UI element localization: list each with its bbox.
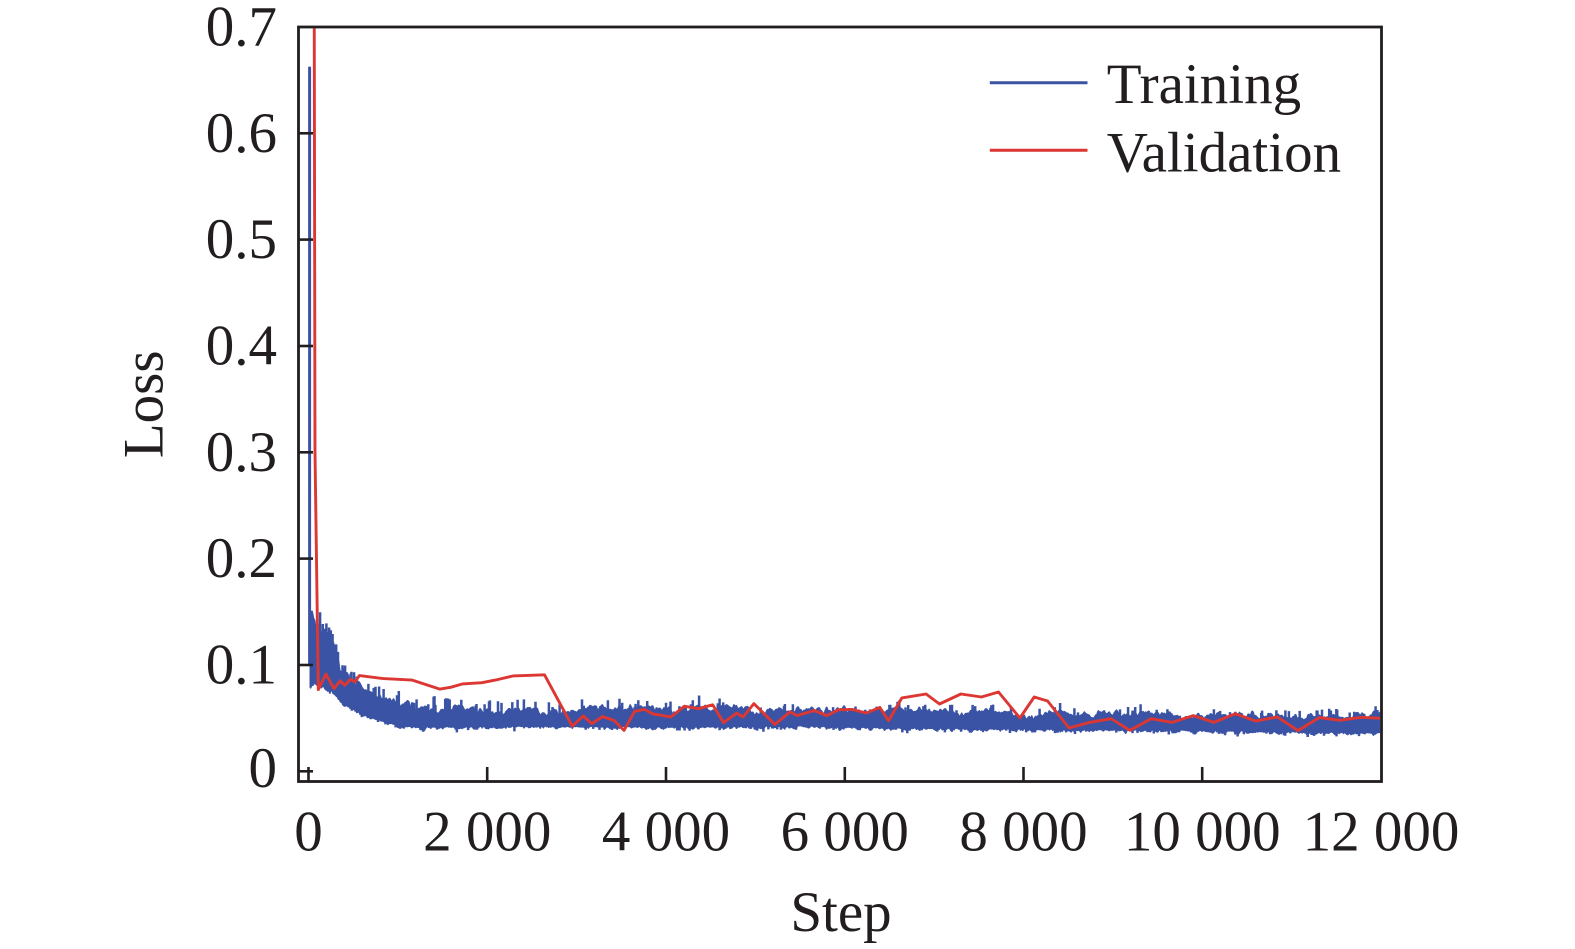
svg-text:0: 0 — [249, 737, 278, 800]
svg-text:Validation: Validation — [1107, 121, 1341, 184]
svg-text:12 000: 12 000 — [1303, 801, 1460, 864]
svg-text:10 000: 10 000 — [1124, 801, 1281, 864]
svg-text:Training: Training — [1107, 53, 1301, 116]
svg-text:6 000: 6 000 — [781, 801, 909, 864]
svg-text:0.6: 0.6 — [206, 102, 277, 165]
svg-text:8 000: 8 000 — [959, 801, 1087, 864]
svg-text:0.3: 0.3 — [206, 421, 277, 484]
svg-text:Loss: Loss — [113, 350, 176, 458]
svg-text:Step: Step — [790, 881, 891, 944]
svg-text:0.1: 0.1 — [206, 634, 277, 697]
svg-text:4 000: 4 000 — [602, 801, 730, 864]
svg-text:0.7: 0.7 — [206, 0, 277, 59]
svg-text:0.5: 0.5 — [206, 208, 277, 271]
svg-text:0: 0 — [294, 801, 323, 864]
svg-text:0.4: 0.4 — [206, 315, 277, 378]
svg-text:2 000: 2 000 — [423, 801, 551, 864]
svg-text:0.2: 0.2 — [206, 527, 277, 590]
